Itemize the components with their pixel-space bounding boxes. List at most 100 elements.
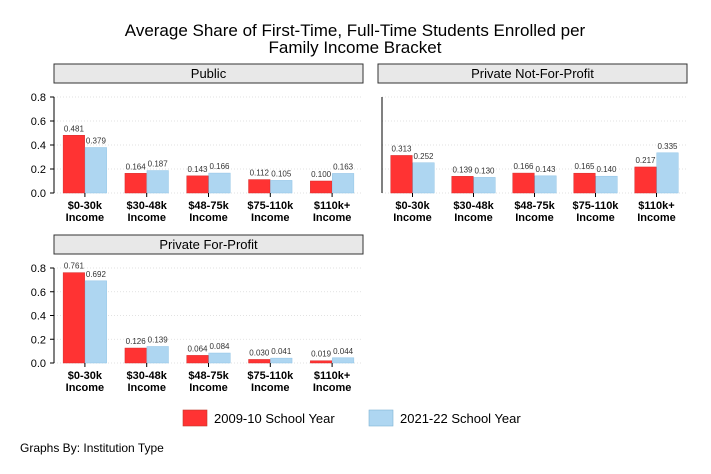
bar-2021-22 <box>534 175 557 194</box>
legend-label-2009-10: 2009-10 School Year <box>214 411 335 426</box>
bar-2009-10 <box>390 155 413 194</box>
bar-2021-22 <box>473 177 496 194</box>
y-tick-label: 0.6 <box>31 287 46 299</box>
y-tick-label: 0.6 <box>31 116 46 128</box>
y-tick-label: 0.2 <box>31 164 46 176</box>
y-tick-label: 0.2 <box>31 334 46 346</box>
bar-2009-10 <box>124 347 147 364</box>
bar-2009-10 <box>186 355 209 364</box>
panel-title: Private For-Profit <box>159 237 258 252</box>
bar-2021-22 <box>332 357 355 364</box>
y-tick-label: 0.8 <box>31 92 46 104</box>
x-tick-label: $75-110k <box>573 200 620 212</box>
bar-value-label: 0.692 <box>86 270 107 279</box>
bar-2009-10 <box>62 135 85 194</box>
panel-header <box>377 63 688 84</box>
x-tick-label: $75-110k <box>247 200 294 212</box>
bar-value-label: 0.112 <box>250 169 270 178</box>
x-tick-label-line2: Income <box>393 212 432 224</box>
bar-value-label: 0.481 <box>64 124 85 133</box>
bar-value-label: 0.030 <box>249 348 270 357</box>
bar-value-label: 0.252 <box>413 152 434 161</box>
bar-2009-10 <box>248 179 271 194</box>
bar-value-label: 0.105 <box>271 169 292 178</box>
x-tick-label-line2: Income <box>66 212 105 224</box>
x-tick-label: $75-110k <box>247 370 294 382</box>
bar-2009-10 <box>186 175 209 194</box>
bar-2021-22 <box>270 357 293 364</box>
x-tick-label: $48-75k <box>188 370 229 382</box>
graphs-by-note: Graphs By: Institution Type <box>20 441 164 455</box>
x-tick-label: $30-48k <box>127 200 168 212</box>
x-tick-label-line2: Income <box>454 212 493 224</box>
bar-value-label: 0.163 <box>333 162 354 171</box>
x-tick-label: $0-30k <box>395 200 430 212</box>
bar-value-label: 0.166 <box>209 162 230 171</box>
bar-2009-10 <box>248 359 271 364</box>
bar-value-label: 0.084 <box>209 342 230 351</box>
y-tick-label: 0.4 <box>31 311 46 323</box>
chart-title-line-2: Family Income Bracket <box>269 38 442 57</box>
bar-value-label: 0.139 <box>452 165 473 174</box>
x-tick-label-line2: Income <box>515 212 554 224</box>
bar-2021-22 <box>332 173 355 194</box>
bar-2009-10 <box>62 272 85 364</box>
bar-2009-10 <box>634 166 657 194</box>
x-tick-label-line2: Income <box>313 212 352 224</box>
bar-2021-22 <box>208 172 231 194</box>
x-tick-label: $0-30k <box>68 200 103 212</box>
bar-2021-22 <box>270 180 293 194</box>
legend-label-2021-22: 2021-22 School Year <box>400 411 521 426</box>
x-tick-label-line2: Income <box>313 382 352 394</box>
y-tick-label: 0.8 <box>31 263 46 275</box>
x-tick-label-line2: Income <box>189 212 228 224</box>
bar-value-label: 0.164 <box>126 162 147 171</box>
bar-value-label: 0.140 <box>596 165 617 174</box>
bar-2009-10 <box>124 173 147 194</box>
bar-value-label: 0.019 <box>311 350 332 359</box>
x-tick-label: $110k+ <box>314 200 350 212</box>
x-tick-label-line2: Income <box>637 212 676 224</box>
x-tick-label-line2: Income <box>66 382 105 394</box>
legend-swatch-2009-10 <box>182 409 208 427</box>
bar-2009-10 <box>573 172 596 194</box>
y-tick-label: 0.0 <box>31 358 46 370</box>
bar-2021-22 <box>84 280 107 364</box>
bar-2021-22 <box>146 170 169 194</box>
x-tick-label-line2: Income <box>576 212 615 224</box>
bar-2009-10 <box>310 360 333 364</box>
bar-2009-10 <box>451 176 474 194</box>
bar-2021-22 <box>84 147 107 194</box>
bar-value-label: 0.139 <box>148 335 169 344</box>
chart-title-line-1: Average Share of First-Time, Full-Time S… <box>125 21 586 40</box>
bar-value-label: 0.064 <box>187 344 208 353</box>
bar-value-label: 0.313 <box>391 144 412 153</box>
x-tick-label: $110k+ <box>638 200 674 212</box>
x-tick-label: $30-48k <box>127 370 168 382</box>
bar-2009-10 <box>310 180 333 194</box>
panels: Public0.00.20.40.60.80.4810.379$0-30kInc… <box>31 63 688 394</box>
x-tick-label: $0-30k <box>68 370 103 382</box>
bar-value-label: 0.166 <box>513 162 534 171</box>
panel-header <box>53 234 364 255</box>
panel-title: Public <box>191 66 227 81</box>
panel-title: Private Not-For-Profit <box>471 66 594 81</box>
bar-value-label: 0.217 <box>635 156 656 165</box>
legend-swatch-2021-22 <box>368 409 394 427</box>
x-tick-label: $110k+ <box>314 370 350 382</box>
bar-value-label: 0.143 <box>187 165 208 174</box>
bar-value-label: 0.379 <box>86 137 107 146</box>
bar-value-label: 0.100 <box>311 170 332 179</box>
bar-value-label: 0.130 <box>474 166 495 175</box>
panel-0: Public0.00.20.40.60.80.4810.379$0-30kInc… <box>31 63 364 224</box>
bar-2021-22 <box>656 152 679 194</box>
bar-2021-22 <box>146 346 169 364</box>
panel-header <box>53 63 364 84</box>
x-tick-label-line2: Income <box>189 382 228 394</box>
x-tick-label-line2: Income <box>127 382 166 394</box>
bar-2021-22 <box>412 162 435 194</box>
x-tick-label: $48-75k <box>188 200 229 212</box>
bar-value-label: 0.335 <box>657 142 678 151</box>
y-tick-label: 0.4 <box>31 140 46 152</box>
